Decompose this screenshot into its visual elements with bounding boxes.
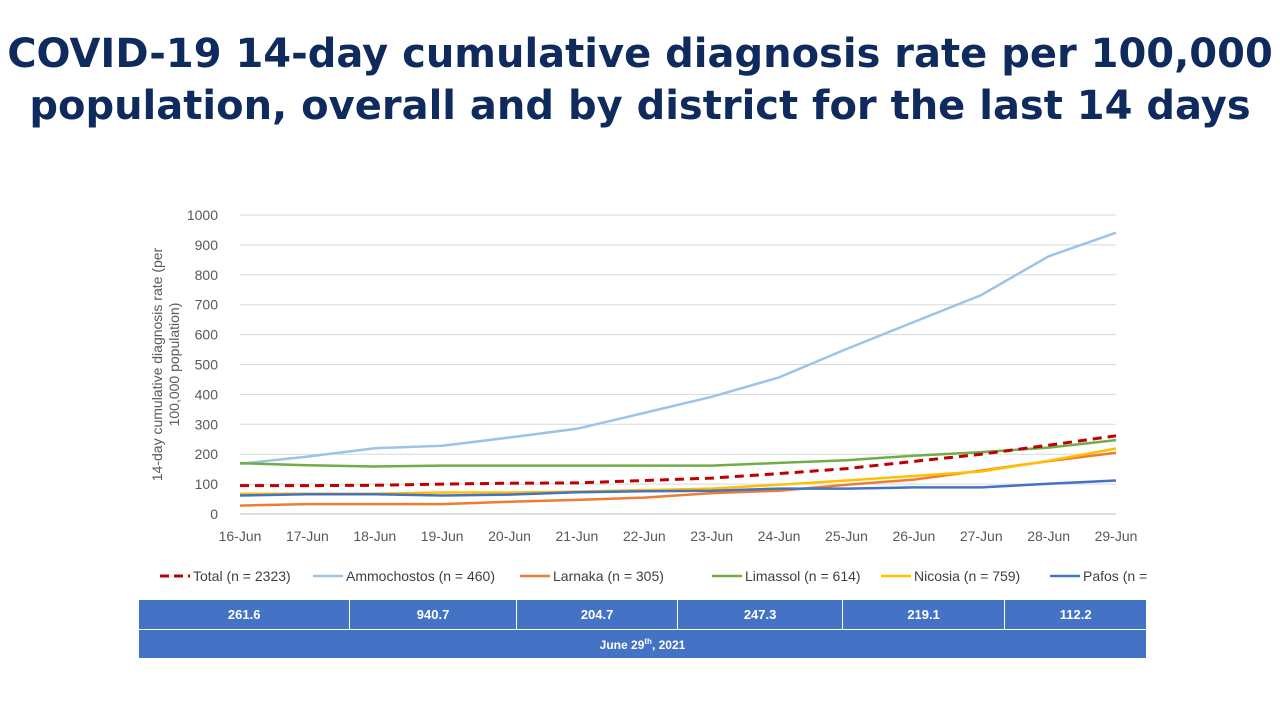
legend-label: Total (n = 2323): [193, 568, 291, 584]
legend-label: Pafos (n = 107): [1083, 568, 1150, 584]
x-tick-label: 20-Jun: [488, 528, 531, 544]
legend-label: Larnaka (n = 305): [553, 568, 664, 584]
y-tick-label: 400: [195, 386, 219, 402]
x-tick-label: 25-Jun: [825, 528, 868, 544]
x-tick-label: 19-Jun: [421, 528, 464, 544]
series-line-total: [240, 434, 1117, 488]
x-tick-label: 28-Jun: [1027, 528, 1070, 544]
x-tick-label: 17-Jun: [286, 528, 329, 544]
summary-date-prefix: June 29: [599, 637, 645, 652]
title-line-1: COVID-19 14-day cumulative diagnosis rat…: [7, 31, 1273, 77]
x-axis-ticks: 16-Jun 17-Jun 18-Jun 19-Jun 20-Jun 21-Jun 22-J…: [219, 528, 1138, 544]
legend-label: Limassol (n = 614): [745, 568, 861, 584]
summary-table: 261.6 940.7 204.7 247.3 219.1 112.2 June…: [137, 599, 1147, 659]
summary-date: June 29th, 2021: [138, 629, 1147, 659]
summary-value-pafos: 112.2: [1004, 599, 1147, 630]
y-axis-label-line-2: 100,000 population): [166, 303, 182, 427]
legend-label: Nicosia (n = 759): [914, 568, 1020, 584]
chart-series: [239, 231, 1117, 507]
summary-value-ammochostos: 940.7: [349, 599, 517, 630]
summary-date-suffix: , 2021: [651, 637, 686, 652]
summary-value-nicosia: 219.1: [841, 599, 1006, 630]
y-tick-label: 0: [210, 506, 218, 522]
series-line-limassol: [239, 438, 1117, 468]
x-tick-label: 18-Jun: [353, 528, 396, 544]
x-tick-label: 23-Jun: [690, 528, 733, 544]
y-tick-label: 600: [195, 327, 219, 343]
x-tick-label: 24-Jun: [758, 528, 801, 544]
summary-value-limassol: 247.3: [677, 599, 843, 630]
legend-label: Ammochostos (n = 460): [346, 568, 495, 584]
summary-value-larnaka: 204.7: [515, 599, 679, 630]
summary-values-row: 261.6 940.7 204.7 247.3 219.1 112.2: [137, 599, 1147, 630]
x-tick-label: 22-Jun: [623, 528, 666, 544]
y-axis-label: 14-day cumulative diagnosis rate (per100…: [149, 247, 182, 481]
y-tick-label: 900: [195, 237, 219, 253]
x-tick-label: 26-Jun: [892, 528, 935, 544]
chart-legend: Total (n = 2323) Ammochostos (n = 460) Lar…: [160, 568, 1150, 584]
y-tick-label: 700: [195, 297, 219, 313]
y-tick-label: 1000: [187, 207, 218, 223]
y-tick-label: 100: [195, 476, 219, 492]
chart-grid: [240, 214, 1116, 515]
slide-title: COVID-19 14-day cumulative diagnosis rat…: [0, 28, 1280, 132]
y-tick-label: 800: [195, 267, 219, 283]
y-tick-label: 500: [195, 357, 219, 373]
y-tick-label: 200: [195, 446, 219, 462]
x-tick-label: 27-Jun: [960, 528, 1003, 544]
summary-date-row: June 29th, 2021: [138, 629, 1147, 659]
x-tick-label: 21-Jun: [556, 528, 599, 544]
summary-value-total: 261.6: [137, 599, 351, 630]
y-tick-label: 300: [195, 416, 219, 432]
series-line-ammochostos: [239, 231, 1117, 466]
x-tick-label: 16-Jun: [219, 528, 262, 544]
series-line-pafos: [239, 479, 1117, 497]
summary-date-sup: th: [644, 636, 652, 646]
x-tick-label: 29-Jun: [1095, 528, 1138, 544]
y-axis-label-line-1: 14-day cumulative diagnosis rate (per: [149, 247, 165, 481]
title-line-2: population, overall and by district for …: [29, 83, 1251, 129]
y-axis-ticks: 0 100 200 300 400 500 600 700 800 900 1000: [187, 207, 218, 522]
